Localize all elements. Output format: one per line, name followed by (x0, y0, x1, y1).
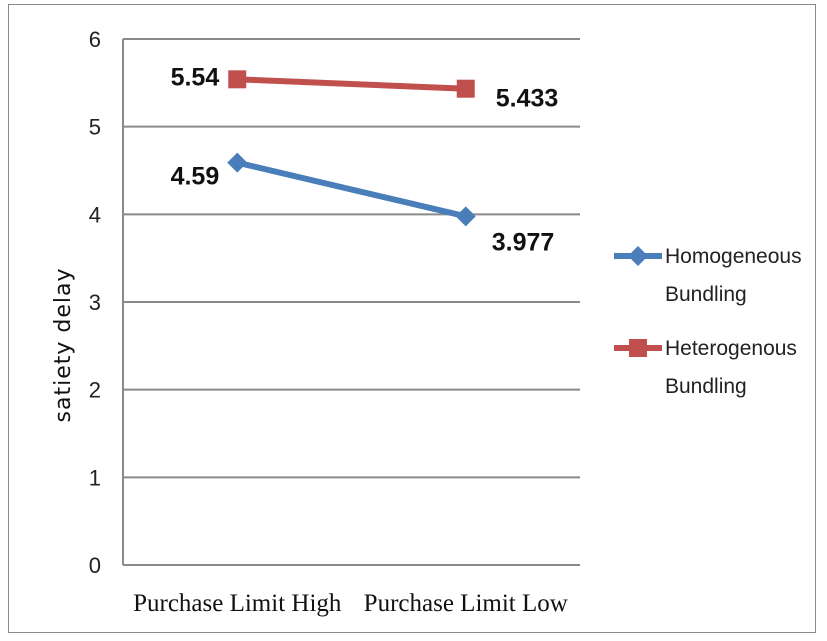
diamond-marker (455, 206, 476, 227)
series-line (234, 76, 469, 92)
data-label: 3.977 (492, 228, 555, 256)
series-heterogenous (228, 70, 475, 98)
data-label: 5.54 (171, 63, 220, 91)
x-tick-label: Purchase Limit High (133, 590, 342, 617)
y-tick-label: 3 (89, 290, 101, 315)
legend-label-line2: Bundling (665, 283, 747, 306)
diamond-marker (227, 152, 248, 173)
legend-square-marker (629, 339, 647, 357)
chart-frame (8, 4, 816, 633)
y-tick-label: 1 (89, 465, 101, 490)
legend-label: Homogeneous (665, 245, 802, 268)
data-label: 4.59 (171, 163, 220, 191)
y-tick-label: 5 (89, 115, 101, 140)
series-lines (227, 70, 476, 227)
y-tick-label: 6 (89, 27, 101, 52)
series-homogeneous (227, 152, 476, 227)
legend: Homogeneous Bundling Heterogenous Bundling (614, 245, 802, 398)
data-label: 5.433 (496, 85, 559, 113)
square-marker (228, 70, 247, 89)
square-marker (456, 79, 475, 98)
y-tick-label: 2 (89, 378, 101, 403)
y-axis-title: satiety delay (51, 268, 76, 423)
y-tick-label: 4 (89, 202, 101, 227)
series-line (234, 159, 469, 220)
legend-item: Heterogenous Bundling (614, 337, 797, 398)
data-labels: 4.59 3.977 5.54 5.433 (171, 63, 559, 256)
axes: 0 1 2 3 4 5 6 Purchase Limit High Purchase Limit… (89, 27, 580, 617)
legend-item: Homogeneous Bundling (614, 245, 802, 306)
gridlines (123, 38, 580, 479)
y-tick-label: 0 (89, 553, 101, 578)
legend-label: Heterogenous (665, 337, 797, 360)
x-tick-label: Purchase Limit Low (364, 590, 568, 617)
legend-label-line2: Bundling (665, 375, 747, 398)
legend-diamond-marker (628, 246, 648, 266)
